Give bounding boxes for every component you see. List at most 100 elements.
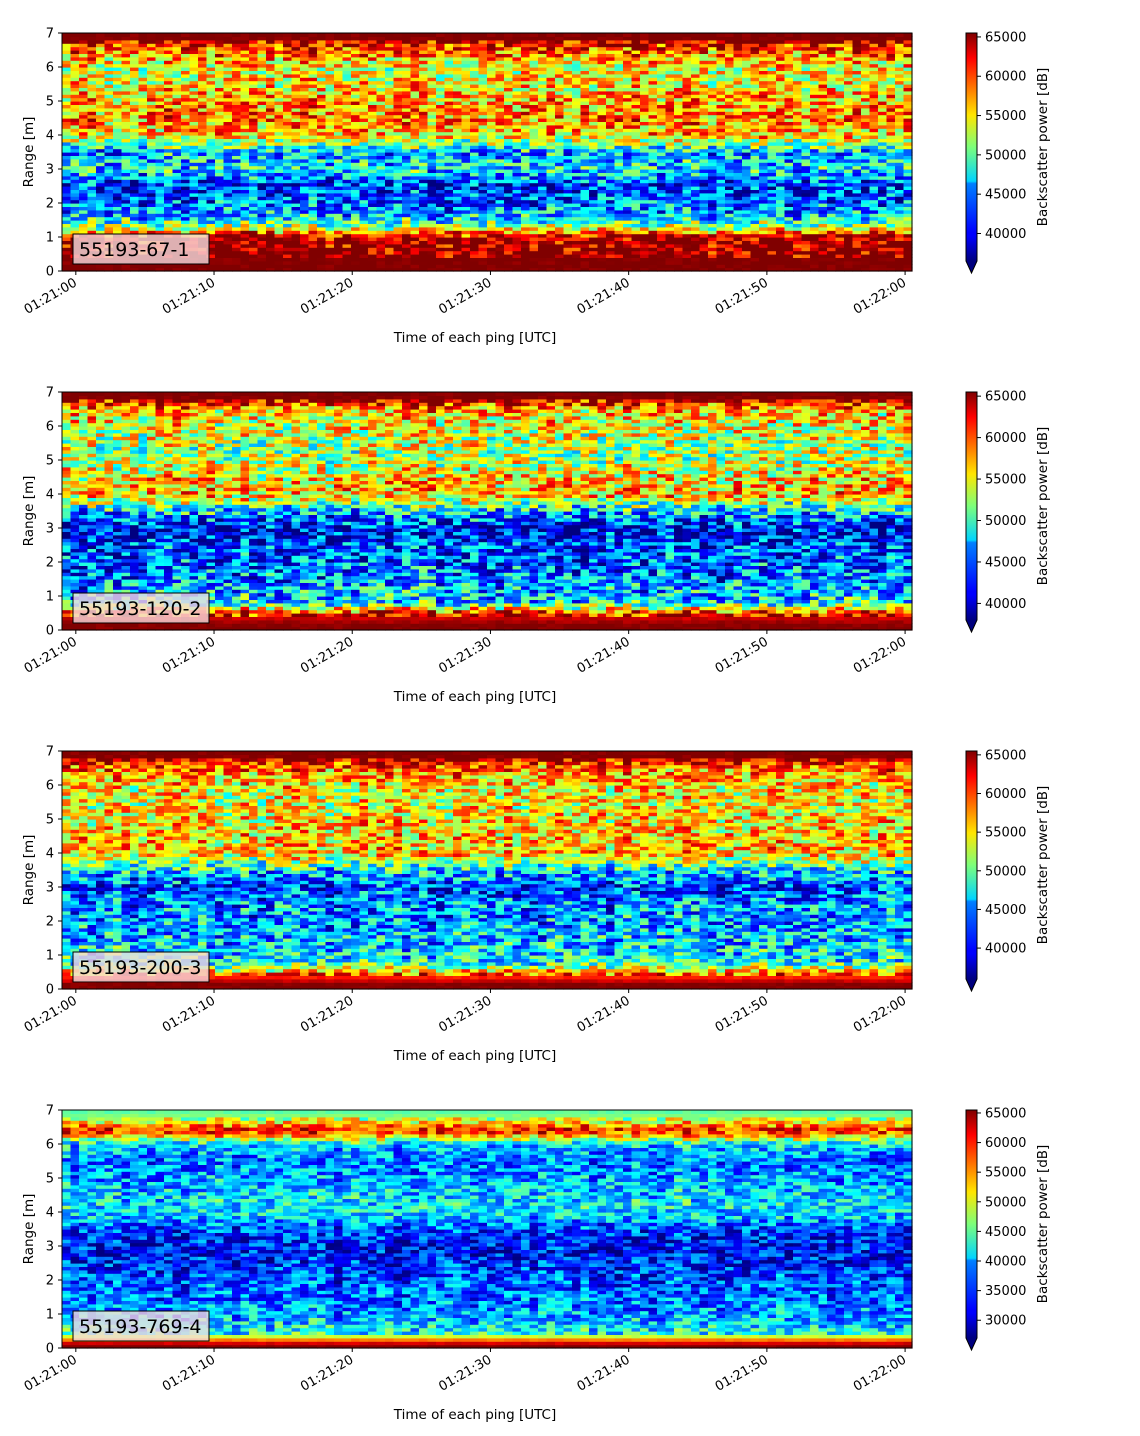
heatmap-cell [207,149,216,153]
heatmap-cell [606,176,615,180]
heatmap-cell [564,264,573,268]
heatmap-cell [122,149,131,153]
heatmap-cell [411,176,420,180]
heatmap-cell [181,176,190,180]
heatmap-cell [334,227,343,231]
heatmap-cell [521,166,530,170]
heatmap-cell [275,33,284,37]
heatmap-cell [547,142,556,146]
heatmap-cell [334,33,343,37]
heatmap-cell [105,183,114,187]
heatmap-cell [215,183,224,187]
heatmap-cell [394,142,403,146]
heatmap-cell [547,183,556,187]
heatmap-cell [258,166,267,170]
heatmap-cell [249,234,258,238]
heatmap-cell [96,33,105,37]
heatmap-cell [402,183,411,187]
heatmap-cell [462,132,471,136]
heatmap-cell [547,244,556,248]
heatmap-cell [411,234,420,238]
heatmap-cell [572,264,581,268]
heatmap-cell [555,166,564,170]
heatmap-cell [300,149,309,153]
heatmap-cell [606,166,615,170]
heatmap-cell [122,217,131,221]
heatmap-cell [266,149,275,153]
heatmap-cell [139,142,148,146]
heatmap-cell [581,200,590,204]
heatmap-cell [300,200,309,204]
heatmap-cell [147,142,156,146]
heatmap-cell [666,193,675,197]
heatmap-cell [71,149,80,153]
heatmap-cell [504,193,513,197]
heatmap-cell [62,244,71,248]
heatmap-cell [657,166,666,170]
heatmap-cell [666,264,675,268]
heatmap-cell [479,227,488,231]
heatmap-cell [411,264,420,268]
heatmap-cell [79,166,88,170]
heatmap-cell [530,176,539,180]
heatmap-cell [181,159,190,163]
heatmap-cell [623,264,632,268]
heatmap-cell [88,142,97,146]
heatmap-cell [453,234,462,238]
heatmap-cell [504,132,513,136]
heatmap-cell [360,244,369,248]
heatmap-cell [564,193,573,197]
heatmap-cell [453,159,462,163]
heatmap-cell [360,33,369,37]
heatmap-cell [309,149,318,153]
heatmap-cell [606,142,615,146]
heatmap-cell [649,210,658,214]
heatmap-cell [428,166,437,170]
heatmap-cell [368,183,377,187]
heatmap-cell [521,244,530,248]
heatmap-cell [292,244,301,248]
heatmap-cell [564,159,573,163]
heatmap-cell [632,149,641,153]
heatmap-cell [147,200,156,204]
heatmap-cell [470,33,479,37]
heatmap-cell [606,200,615,204]
heatmap-cell [598,33,607,37]
heatmap-cell [266,183,275,187]
heatmap-cell [394,193,403,197]
heatmap-cell [139,176,148,180]
heatmap-cell [343,33,352,37]
heatmap-cell [241,142,250,146]
heatmap-cell [283,176,292,180]
heatmap-cell [258,142,267,146]
heatmap-cell [402,217,411,221]
heatmap-cell [496,159,505,163]
heatmap-cell [547,159,556,163]
heatmap-cell [181,264,190,268]
heatmap-cell [572,193,581,197]
heatmap-cell [215,142,224,146]
heatmap-cell [173,200,182,204]
heatmap-cell [79,217,88,221]
heatmap-cell [360,264,369,268]
heatmap-cell [479,132,488,136]
heatmap-cell [521,227,530,231]
heatmap-cell [241,227,250,231]
heatmap-cell [530,227,539,231]
heatmap-cell [615,210,624,214]
heatmap-cell [615,132,624,136]
heatmap-cell [113,166,122,170]
heatmap-cell [198,183,207,187]
heatmap-cell [606,234,615,238]
heatmap-cell [360,217,369,221]
heatmap-cell [555,200,564,204]
heatmap-cell [147,210,156,214]
heatmap-cell [385,251,394,255]
heatmap-cell [428,244,437,248]
heatmap-cell [640,234,649,238]
heatmap-cell [156,193,165,197]
heatmap-cell [181,183,190,187]
heatmap-cell [623,176,632,180]
chart-panel-1: 0123456701:21:00 01:21:10 01:21:20 01:21:30… [21,27,1051,347]
heatmap-cell [215,234,224,238]
